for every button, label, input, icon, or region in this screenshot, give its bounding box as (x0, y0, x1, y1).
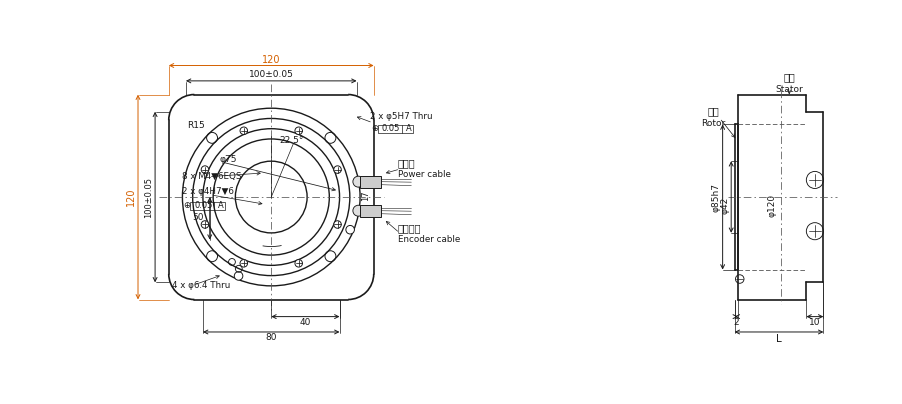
Text: 17: 17 (361, 190, 370, 201)
Circle shape (235, 271, 243, 280)
Text: 动力线: 动力线 (398, 158, 415, 168)
Circle shape (201, 221, 208, 228)
Text: 定子: 定子 (783, 72, 796, 82)
Text: φ85h7: φ85h7 (711, 183, 720, 212)
Text: A: A (218, 201, 224, 210)
Text: φ120: φ120 (768, 194, 777, 217)
Bar (190, 202, 226, 210)
Text: 8 x M4▼6EQS: 8 x M4▼6EQS (182, 172, 242, 181)
Text: R15: R15 (188, 121, 205, 130)
Circle shape (345, 225, 354, 234)
Text: Encoder cable: Encoder cable (398, 235, 460, 244)
Text: 120: 120 (262, 55, 281, 65)
Text: φ42: φ42 (721, 197, 730, 214)
Text: A: A (406, 124, 412, 133)
Text: Stator: Stator (776, 85, 803, 94)
Text: 120: 120 (126, 188, 136, 206)
Circle shape (295, 259, 302, 267)
Circle shape (295, 127, 302, 135)
Text: L: L (776, 334, 782, 344)
Text: 编码器线: 编码器线 (398, 223, 421, 233)
Text: 0.05: 0.05 (194, 201, 213, 210)
Circle shape (334, 221, 341, 228)
Text: 100±0.05: 100±0.05 (143, 177, 152, 217)
Text: 0.05: 0.05 (382, 124, 400, 133)
Text: 80: 80 (265, 333, 277, 343)
Text: 2 x φ4H7▼6: 2 x φ4H7▼6 (182, 187, 235, 196)
Circle shape (353, 205, 364, 216)
Text: 40: 40 (299, 318, 311, 327)
Text: 50: 50 (192, 213, 204, 222)
Text: 22.5°: 22.5° (280, 136, 304, 145)
Text: 2 x φ5H7 Thru: 2 x φ5H7 Thru (371, 112, 433, 121)
Text: ⊕: ⊕ (372, 124, 379, 133)
Text: 2: 2 (733, 318, 739, 327)
Text: Power cable: Power cable (398, 170, 450, 179)
Circle shape (201, 166, 208, 173)
Text: 100±0.05: 100±0.05 (249, 70, 294, 80)
Circle shape (240, 259, 247, 267)
Text: φ75: φ75 (220, 155, 237, 164)
Text: 10: 10 (809, 318, 821, 327)
Text: Rotor: Rotor (701, 119, 725, 128)
Circle shape (240, 127, 247, 135)
FancyBboxPatch shape (360, 205, 381, 217)
Text: 转子: 转子 (707, 107, 719, 117)
Circle shape (334, 166, 341, 173)
Bar (378, 125, 413, 133)
Text: ⊕: ⊕ (183, 201, 191, 210)
Circle shape (353, 176, 364, 187)
Text: 4 x φ6.4 Thru: 4 x φ6.4 Thru (172, 281, 230, 290)
FancyBboxPatch shape (360, 176, 381, 187)
